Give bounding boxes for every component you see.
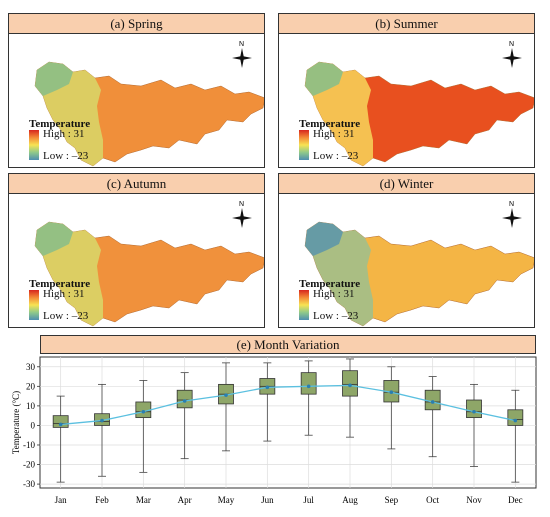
map-title: (d) Winter — [279, 174, 534, 194]
legend-low: Low : –23 — [313, 310, 359, 322]
compass-icon: N — [499, 38, 525, 68]
map-panel-autumn: (c) Autumn N Temperature High : 31 Low : –2… — [8, 173, 265, 328]
mean-point — [265, 385, 270, 390]
map-title: (b) Summer — [279, 14, 534, 34]
chart-title: (e) Month Variation — [40, 335, 536, 354]
x-tick-label: Feb — [95, 495, 109, 505]
high-plateau-region — [305, 222, 343, 256]
y-tick-label: 30 — [26, 362, 36, 372]
high-plateau-region — [35, 62, 73, 96]
legend-color-bar — [299, 290, 309, 320]
mean-point — [348, 383, 352, 388]
map-panel-winter: (d) Winter N Temperature High : 31 Low : –2… — [278, 173, 535, 328]
x-tick-label: Nov — [466, 495, 482, 505]
compass-icon: N — [229, 198, 255, 228]
mean-series-line — [60, 384, 516, 426]
basin-map — [304, 61, 534, 167]
box-dec — [507, 389, 524, 483]
iqr-box — [176, 389, 193, 409]
high-plateau-region — [305, 62, 343, 96]
x-tick-label: Jun — [261, 495, 274, 505]
basin-map — [34, 221, 264, 327]
legend-title: Temperature — [29, 278, 91, 290]
map-panel-spring: (a) Spring N Temperature High : 31 Low : –2… — [8, 13, 265, 168]
legend-high: High : 31 — [43, 288, 85, 300]
legend-high: High : 31 — [43, 128, 85, 140]
legend-low: Low : –23 — [43, 310, 89, 322]
y-tick-label: 20 — [26, 381, 36, 391]
y-tick-label: 0 — [31, 420, 36, 430]
mean-point — [141, 409, 146, 414]
compass-label: N — [509, 201, 514, 208]
x-tick-label: Apr — [178, 495, 192, 505]
legend-high: High : 31 — [313, 128, 355, 140]
iqr-box — [300, 372, 317, 395]
iqr-box — [52, 415, 69, 428]
mean-point — [224, 393, 228, 397]
map-title: (a) Spring — [9, 14, 264, 34]
x-tick-label: Sep — [385, 495, 399, 505]
y-tick-label: -10 — [23, 440, 35, 450]
mean-point — [430, 400, 435, 404]
basin-map — [304, 221, 534, 327]
basin-region — [34, 221, 264, 327]
x-tick-label: Aug — [342, 495, 358, 505]
basin-map — [34, 61, 264, 167]
mean-point — [389, 390, 394, 394]
box-sep — [383, 366, 400, 450]
mean-point — [306, 384, 311, 389]
legend-high: High : 31 — [313, 288, 355, 300]
box-aug — [342, 358, 358, 438]
compass-label: N — [509, 41, 514, 48]
x-tick-label: Dec — [508, 495, 523, 505]
iqr-box — [424, 389, 441, 411]
legend-title: Temperature — [29, 118, 91, 130]
map-panel-summer: (b) Summer N Temperature High : 31 Low : –2… — [278, 13, 535, 168]
y-tick-label: 10 — [26, 401, 36, 411]
mean-point — [472, 409, 476, 414]
compass-icon: N — [499, 198, 525, 228]
legend-low: Low : –23 — [43, 150, 89, 162]
x-tick-label: May — [218, 495, 235, 505]
x-tick-label: Jul — [303, 495, 314, 505]
legend-low: Low : –23 — [313, 150, 359, 162]
x-tick-label: Oct — [426, 495, 439, 505]
basin-region — [304, 221, 534, 327]
mean-point — [513, 418, 518, 423]
box-apr — [176, 372, 193, 460]
mean-point — [100, 418, 104, 423]
iqr-box — [507, 409, 524, 426]
boxplot-chart: -30 -20 -10 0 10 20 30 Temperature (°C) Jan Feb Ma… — [11, 356, 537, 505]
compass-icon: N — [229, 38, 255, 68]
x-tick-label: Jan — [55, 495, 67, 505]
box-nov — [466, 383, 482, 467]
high-plateau-region — [35, 222, 73, 256]
box-jul — [300, 360, 317, 436]
compass-label: N — [239, 41, 244, 48]
x-tick-label: Mar — [136, 495, 151, 505]
basin-region — [304, 61, 534, 167]
iqr-box — [342, 370, 358, 397]
map-title: (c) Autumn — [9, 174, 264, 194]
iqr-box — [466, 399, 482, 419]
legend-color-bar — [29, 130, 39, 160]
compass-label: N — [239, 201, 244, 208]
plot-frame — [39, 356, 537, 489]
month-variation-panel: (e) Month Variation -30 -20 -10 0 10 20 30 Temp… — [8, 335, 542, 513]
y-axis-label: Temperature (°C) — [11, 391, 21, 454]
y-tick-label: -30 — [23, 479, 35, 489]
legend-color-bar — [29, 290, 39, 320]
mean-point — [182, 399, 187, 403]
legend-title: Temperature — [299, 278, 361, 290]
legend-color-bar — [299, 130, 309, 160]
y-tick-label: -20 — [23, 460, 35, 470]
basin-region — [34, 61, 264, 167]
legend-title: Temperature — [299, 118, 361, 130]
mean-point — [58, 422, 63, 427]
